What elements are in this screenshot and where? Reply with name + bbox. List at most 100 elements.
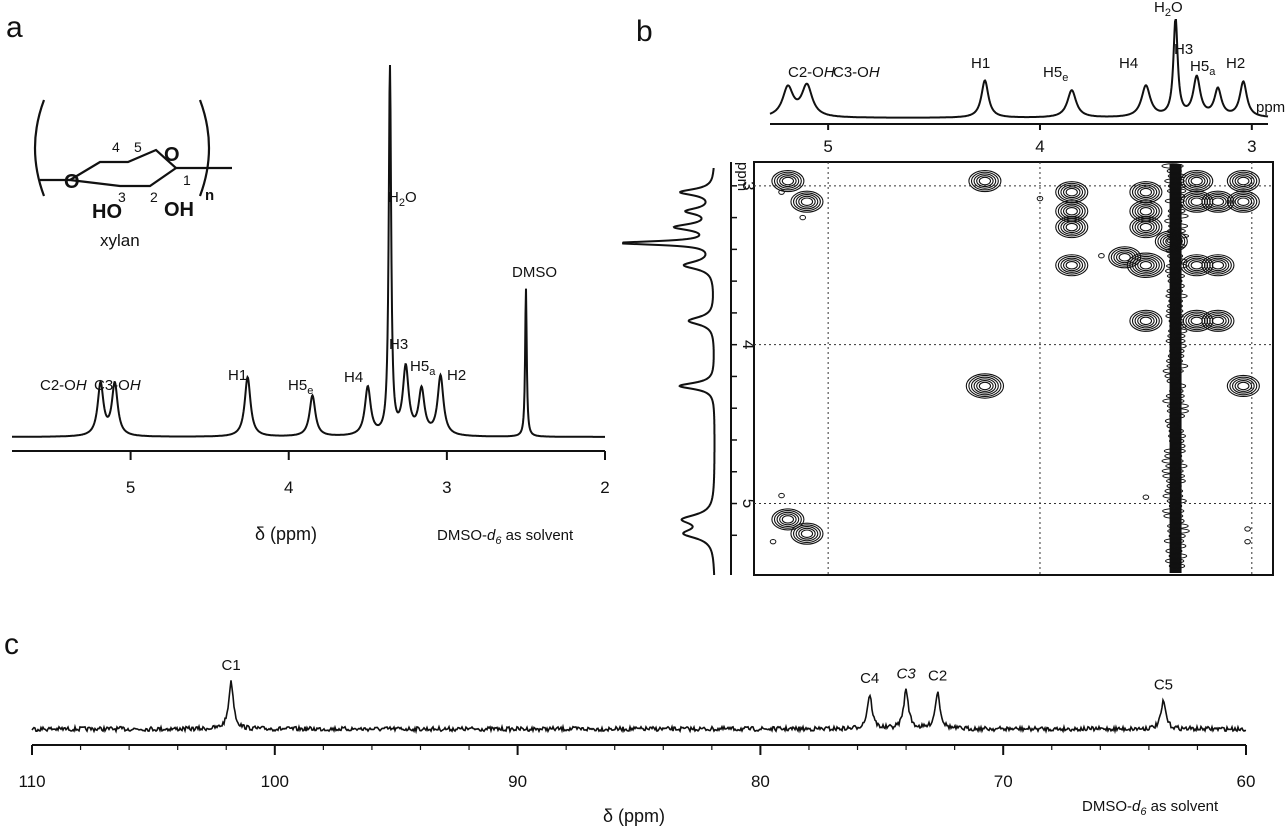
cross-peak-contour [968,170,1002,193]
top-label-c2oh: C2-OH [788,64,835,81]
water-streak-contour [1166,308,1184,314]
panel-c: c 110 100 90 80 70 60 C1 C4 C3 C2 C5 δ (ppm) DMSO… [4,628,1255,826]
water-streak-contour [1166,378,1181,384]
cross-peak-contour [771,170,805,193]
cross-peak-contour [1063,259,1081,272]
cross-peak-contour [1057,201,1086,221]
cross-peak-contour [776,173,800,189]
axis-c-tick-label: 70 [994,772,1013,791]
water-streak-contour [1165,548,1183,554]
peak-labels-c: C1 C4 C3 C2 C5 [222,657,1174,694]
cross-peak-contour [1131,201,1160,221]
top-label-h4: H4 [1119,55,1138,72]
cross-peak-contour [1237,176,1250,186]
cross-peak-contour [1134,203,1158,219]
cross-peak-contour [1065,222,1078,232]
water-streak-contour [1165,293,1188,299]
water-streak-contour [1167,523,1189,529]
peak-label-h1: H1 [228,367,247,384]
peak-label-c5: C5 [1154,677,1173,694]
cross-peak-contour [781,176,795,186]
cross-peak-contour [1137,259,1155,272]
peak-label-c2oh: C2-OH [40,377,87,394]
peak-label-c3: C3 [896,665,916,682]
water-streak-contour [1161,468,1184,474]
peak-label-h4: H4 [344,369,363,386]
cross-peak-contour [973,378,997,394]
water-streak-contour [1162,508,1185,514]
minor-contour [778,189,785,195]
cross-peak-contour [1137,186,1155,199]
cross-peak-contour [1057,255,1086,275]
top-label-h5e: H5e [1043,64,1068,84]
cross-peak-contour [1113,249,1137,265]
top-label-h1: H1 [971,55,990,72]
water-streak-contour [1168,298,1183,304]
cross-peak-contour [1203,192,1232,212]
water-streak-contour [1166,408,1189,414]
repeat-n: n [205,187,214,204]
water-streak-contour [1170,443,1186,449]
water-streak-contour [1162,493,1184,499]
water-streak-contour [1163,513,1184,519]
minor-contour [1098,253,1105,259]
cross-peak-contour [1139,316,1153,326]
top-label-h2o: H2O [1154,0,1183,19]
water-streak-contour [1168,553,1188,559]
cross-peak-contour [1201,309,1235,332]
cross-peak-contour [1126,252,1166,279]
peak-label-c3oh: C3-OH [94,377,141,394]
cross-peak-contour [1110,247,1139,267]
axis-b-top-ticks: 5 4 3 [823,124,1257,156]
cross-peak-contour [1165,237,1178,246]
pos-2: 2 [150,189,158,205]
minor-contour [1142,494,1150,500]
axis-b-left-tick-label: 4 [739,340,758,349]
cosy-cross-peaks [769,163,1260,573]
cross-peak-contour [1187,175,1206,188]
cosy-grid [754,162,1273,575]
water-streak-contour [1169,193,1186,199]
axis-b-left-tick-label: 5 [739,499,758,508]
axis-c-label: δ (ppm) [603,806,665,826]
cross-peak-contour [1065,206,1078,216]
axis-a-ticks: 5 4 3 2 [126,451,610,497]
cross-peak-contour [976,175,994,188]
water-streak-contour [1168,328,1188,334]
cross-peak-contour [1206,313,1230,329]
water-streak-contour [1165,393,1185,399]
water-streak-contour [1165,558,1185,564]
water-streak-contour [1168,433,1186,439]
cross-peak-contour [1157,232,1186,251]
cross-peak-contour [1154,230,1188,253]
cross-peak-contour [1185,173,1209,189]
pos-5: 5 [134,139,142,155]
axis-a-label: δ (ppm) [255,524,317,544]
water-streak-contour [1164,488,1184,494]
water-streak-contour [1166,273,1185,279]
water-streak-contour [1166,263,1188,269]
top-label-c3oh: C3-OH [833,64,880,81]
cross-peak-contour [1131,311,1160,331]
minor-contour [1036,195,1044,202]
cross-peak-contour [1137,205,1155,218]
projection-top-trace [769,19,1269,119]
water-streak-contour [1168,563,1186,569]
cross-peak-contour [1211,260,1225,270]
water-streak-contour [1169,348,1185,354]
water-streak-contour [1161,458,1184,464]
water-streak-contour [1167,303,1183,309]
peak-label-c2: C2 [928,667,947,684]
cross-peak-contour [1134,313,1158,329]
peak-label-c4: C4 [860,670,879,687]
axis-b-left-tick-label: 3 [739,181,758,190]
water-streak-contour [1169,413,1185,419]
water-streak-contour [1164,453,1183,459]
water-streak-contour [1167,528,1190,534]
peak-label-h3: H3 [389,336,408,353]
pos-1: 1 [183,172,191,188]
oh-group: OH [164,199,194,221]
cosy-frame [753,161,1274,576]
cross-peak-contour [1201,190,1235,213]
